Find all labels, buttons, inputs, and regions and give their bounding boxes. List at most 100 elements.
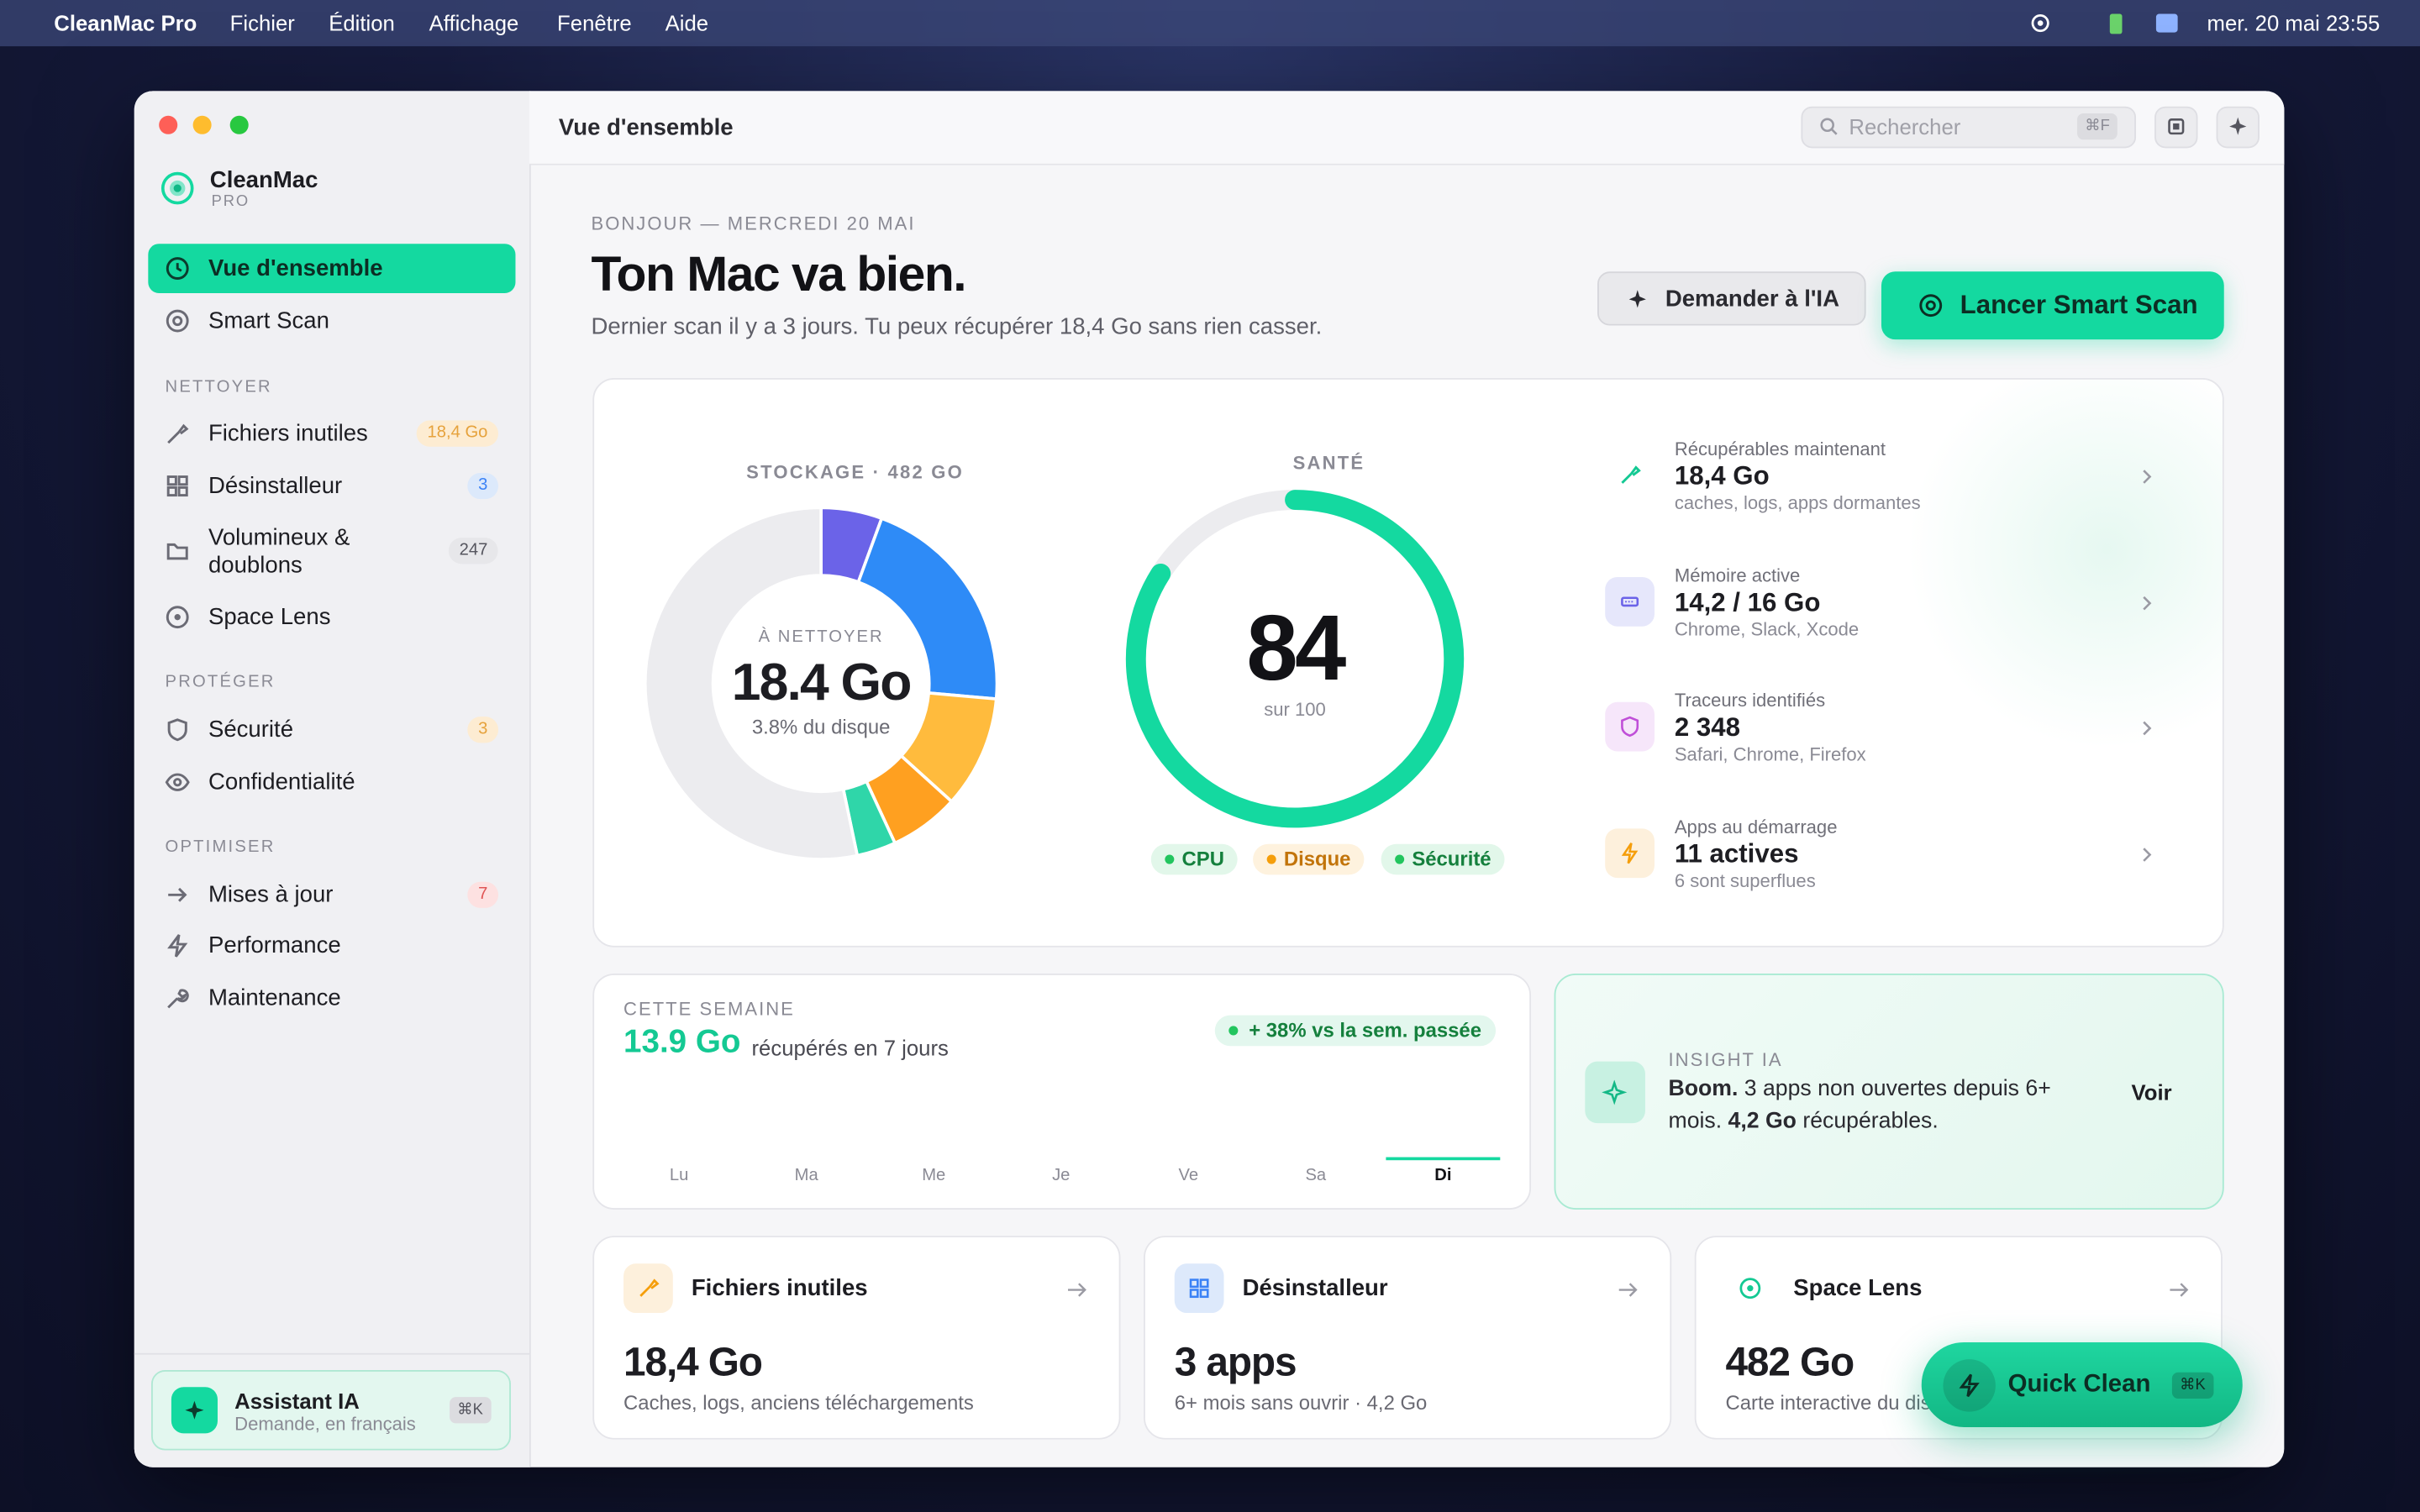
donut-value: 18.4 Go	[731, 653, 913, 712]
feature-card[interactable]	[1144, 1236, 1672, 1440]
icon	[167, 989, 189, 1009]
subtitle: Dernier scan il y a 3 jours. Tu peux réc…	[591, 313, 1323, 341]
stat-sub: 6 sont superflues	[1674, 870, 1816, 892]
health-ring	[1125, 490, 1465, 828]
lead: Boom.	[1668, 1077, 1739, 1102]
card-icon	[1174, 1263, 1224, 1314]
chip-label: Disque	[1283, 847, 1351, 870]
nav-item[interactable]: Mises à jour	[208, 881, 334, 908]
day-label: Ma	[794, 1166, 818, 1185]
sidebar	[134, 91, 531, 1467]
status-chip: Sécurité	[1381, 843, 1506, 875]
text: récupérables.	[1796, 1109, 1939, 1135]
nav-active[interactable]	[148, 244, 516, 293]
storage-label: STOCKAGE · 482 GO	[746, 461, 964, 483]
arrow[interactable]	[2169, 1279, 2191, 1307]
menu[interactable]: Édition	[329, 10, 395, 36]
chevron[interactable]	[2139, 844, 2154, 872]
menu[interactable]: Affichage	[429, 10, 519, 36]
nav-item[interactable]: Performance	[208, 932, 341, 959]
stat-value: 14,2 / 16 Go	[1674, 587, 1821, 617]
shortcut: ⌘F	[2077, 113, 2118, 140]
stat-icon	[1605, 450, 1655, 501]
card-sub: Caches, logs, anciens téléchargements	[623, 1390, 974, 1415]
brand-sub: PRO	[211, 193, 250, 211]
icon	[2143, 722, 2152, 736]
traffic-lights[interactable]	[155, 111, 263, 139]
toolbar-button[interactable]	[2216, 106, 2260, 149]
scan-button[interactable]	[1881, 271, 2224, 340]
arrow[interactable]	[1618, 1279, 1639, 1307]
chevron[interactable]	[2139, 466, 2154, 494]
insight-card	[1554, 973, 2224, 1210]
icon	[2170, 1283, 2189, 1297]
card-icon	[623, 1263, 673, 1314]
stat-sub: Safari, Chrome, Firefox	[1674, 744, 1866, 766]
card-value: 482 Go	[1725, 1338, 1854, 1385]
chip-label: Sécurité	[1412, 847, 1491, 870]
feature-card[interactable]	[592, 1236, 1121, 1440]
shortcut: ⌘K	[2171, 1372, 2213, 1399]
icon	[166, 606, 189, 629]
nav-item[interactable]: Fichiers inutiles	[208, 420, 368, 447]
card-title: Space Lens	[1793, 1275, 1923, 1302]
dot	[1228, 1026, 1239, 1036]
donut-segment	[856, 516, 999, 701]
donut-label: À NETTOYER	[758, 627, 884, 647]
storage-donut	[643, 506, 999, 861]
shortcut: ⌘K	[450, 1397, 492, 1424]
card-title: Désinstalleur	[1242, 1275, 1388, 1302]
scan-label: Lancer Smart Scan	[1960, 290, 2198, 320]
nav-item[interactable]: Désinstalleur	[208, 472, 343, 500]
ask-label: Demander à l'IA	[1665, 286, 1839, 312]
icon	[1919, 294, 1943, 318]
icon	[1189, 1278, 1209, 1299]
menu[interactable]: Aide	[665, 10, 709, 36]
day-highlight	[1386, 1157, 1501, 1160]
menu[interactable]: Fichier	[229, 10, 295, 36]
quick-icon-bg	[1943, 1359, 1996, 1412]
menu[interactable]: Fenêtre	[557, 10, 632, 36]
stat-sub: caches, logs, apps dormantes	[1674, 491, 1921, 514]
section-title: OPTIMISER	[165, 837, 276, 857]
icon	[1820, 118, 1838, 135]
chevron[interactable]	[2139, 592, 2154, 620]
day-label: Me	[922, 1166, 946, 1185]
icon	[166, 543, 188, 560]
icon	[1628, 290, 1646, 308]
badge: 3	[467, 717, 499, 743]
nav-item[interactable]: Space Lens	[208, 604, 331, 631]
day-label: Lu	[669, 1166, 689, 1185]
insight-action[interactable]: Voir	[2131, 1079, 2172, 1105]
nav-item[interactable]: Smart Scan	[208, 307, 329, 334]
ring-arc	[1125, 490, 1465, 828]
nav-item[interactable]: Volumineux & doublons	[208, 524, 350, 579]
nav-item[interactable]: Vue d'ensemble	[208, 255, 383, 282]
dot	[1165, 854, 1175, 864]
donut-segment	[643, 506, 860, 861]
stat-title: Traceurs identifiés	[1674, 690, 1826, 712]
day-label: Je	[1052, 1166, 1071, 1185]
stat-sub: Chrome, Slack, Xcode	[1674, 617, 1860, 640]
chevron[interactable]	[2139, 718, 2154, 746]
icon	[1621, 596, 1639, 606]
stat-icon	[1605, 702, 1655, 753]
icon	[185, 1400, 204, 1420]
nav-item[interactable]: Sécurité	[208, 717, 294, 743]
day-label: Ve	[1178, 1166, 1199, 1185]
arrow[interactable]	[1066, 1279, 1088, 1307]
stat-title: Mémoire active	[1674, 564, 1801, 586]
glow	[1906, 379, 2223, 750]
app-menu[interactable]: CleanMac Pro	[54, 10, 197, 36]
nav-item[interactable]: Confidentialité	[208, 769, 355, 795]
logo	[160, 171, 194, 205]
day-label: Di	[1434, 1166, 1452, 1185]
nav-item[interactable]: Maintenance	[208, 984, 341, 1011]
icon	[1621, 843, 1639, 864]
insight-label: INSIGHT IA	[1668, 1048, 1783, 1071]
card-value: 3 apps	[1174, 1338, 1297, 1385]
health-score: 84	[1246, 596, 1346, 700]
icon	[2168, 118, 2185, 135]
icon	[1068, 1283, 1086, 1297]
